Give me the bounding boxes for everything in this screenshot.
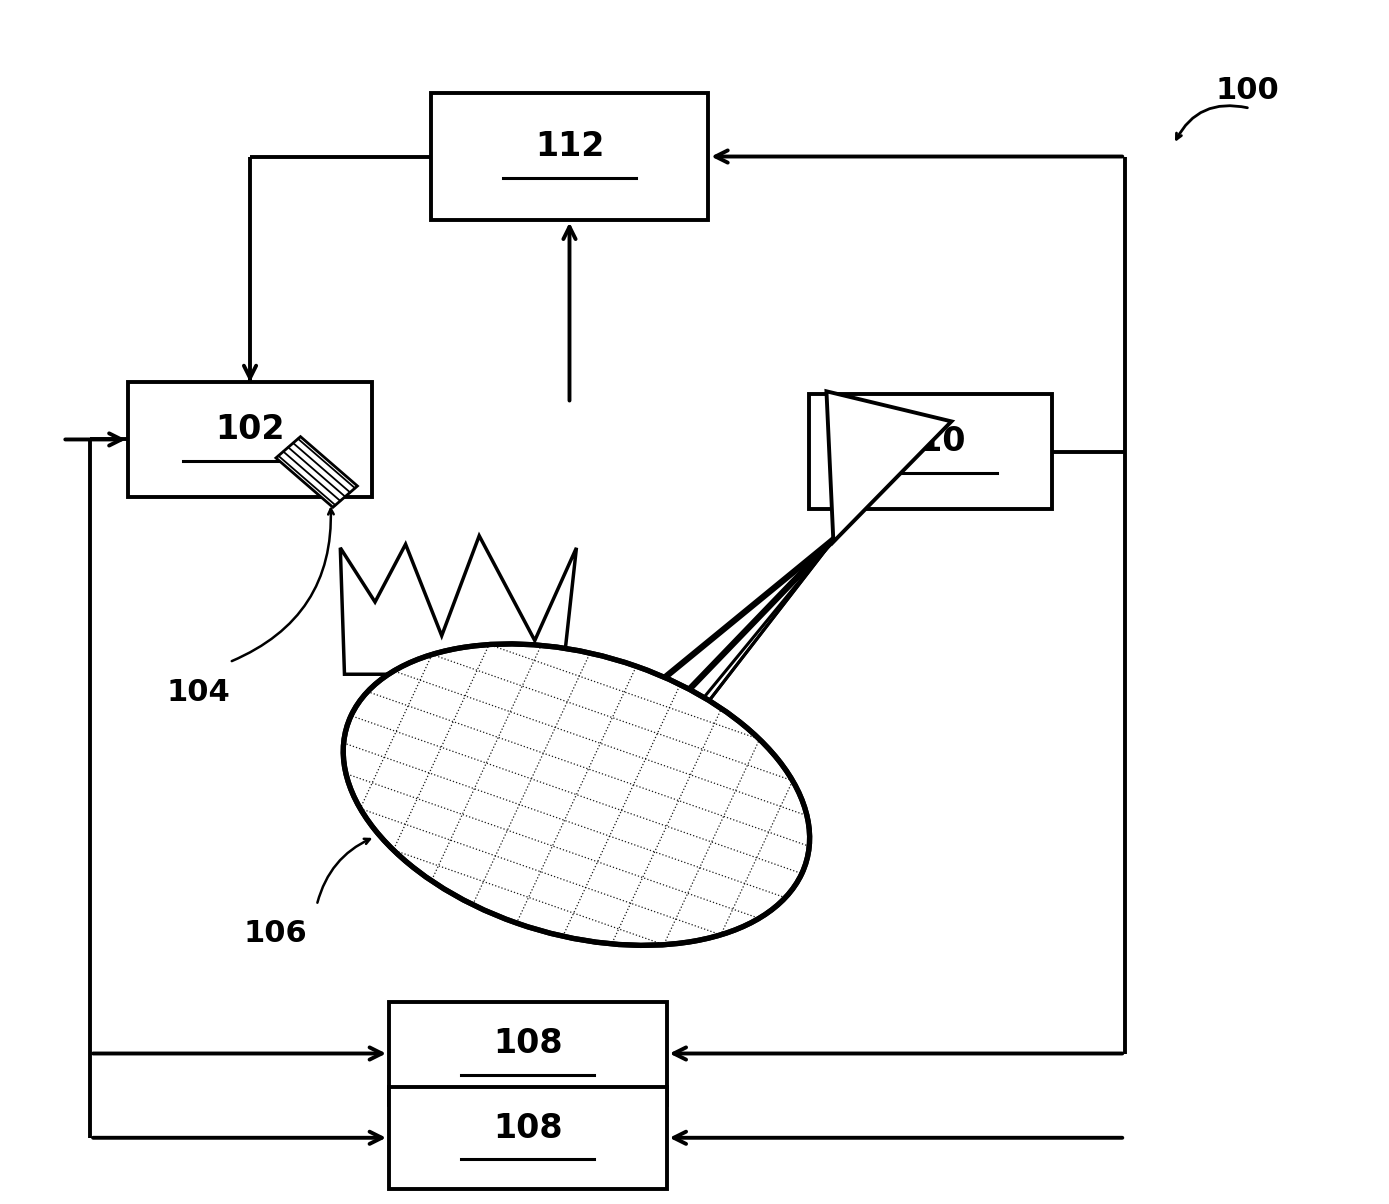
Bar	[389, 1002, 667, 1105]
Text: 108: 108	[493, 1027, 563, 1061]
Polygon shape	[340, 536, 576, 674]
Text: 112: 112	[535, 130, 604, 164]
Polygon shape	[276, 437, 357, 507]
Bar	[128, 383, 371, 496]
Text: 104: 104	[167, 678, 231, 707]
Bar	[808, 394, 1053, 508]
Polygon shape	[826, 391, 951, 542]
Text: 102: 102	[215, 413, 285, 447]
Ellipse shape	[343, 644, 810, 945]
Text: 100: 100	[1215, 76, 1279, 105]
Text: 110: 110	[896, 425, 965, 459]
Bar	[431, 93, 708, 219]
Bar	[389, 1086, 667, 1190]
Text: 108: 108	[493, 1111, 563, 1145]
Text: 106: 106	[243, 919, 307, 948]
